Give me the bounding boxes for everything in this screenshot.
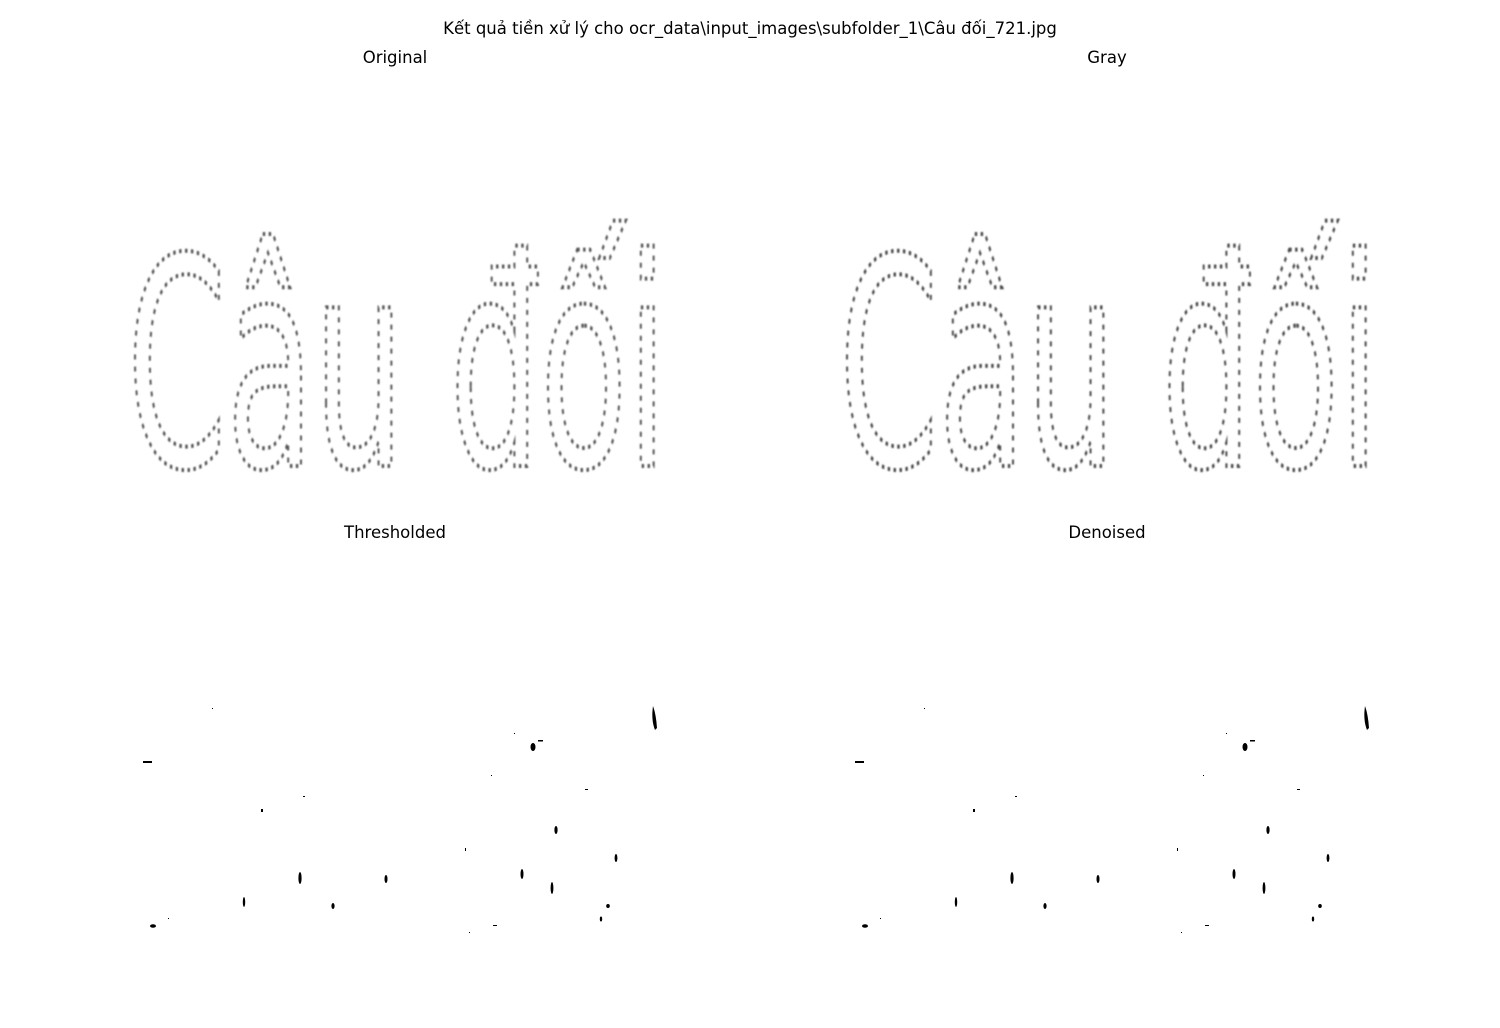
denoised-image bbox=[817, 693, 1397, 1028]
image-text: Câu đối bbox=[127, 198, 667, 511]
thresholded-image bbox=[105, 693, 685, 1028]
panel-gray: Gray Câu đối bbox=[817, 48, 1397, 523]
gray-image: Câu đối bbox=[817, 176, 1397, 511]
panel-denoised: Denoised bbox=[817, 523, 1397, 998]
figure-suptitle: Kết quả tiền xử lý cho ocr_data\input_im… bbox=[443, 19, 1057, 38]
panel-title: Gray bbox=[1087, 48, 1127, 67]
panel-title: Denoised bbox=[1068, 523, 1146, 542]
original-image: Câu đối bbox=[105, 176, 685, 511]
panel-original: Original Câu đối bbox=[105, 48, 685, 523]
panel-title: Thresholded bbox=[344, 523, 446, 542]
panel-title: Original bbox=[362, 48, 428, 67]
image-text: Câu đối bbox=[839, 198, 1379, 511]
panel-thresholded: Thresholded bbox=[105, 523, 685, 998]
